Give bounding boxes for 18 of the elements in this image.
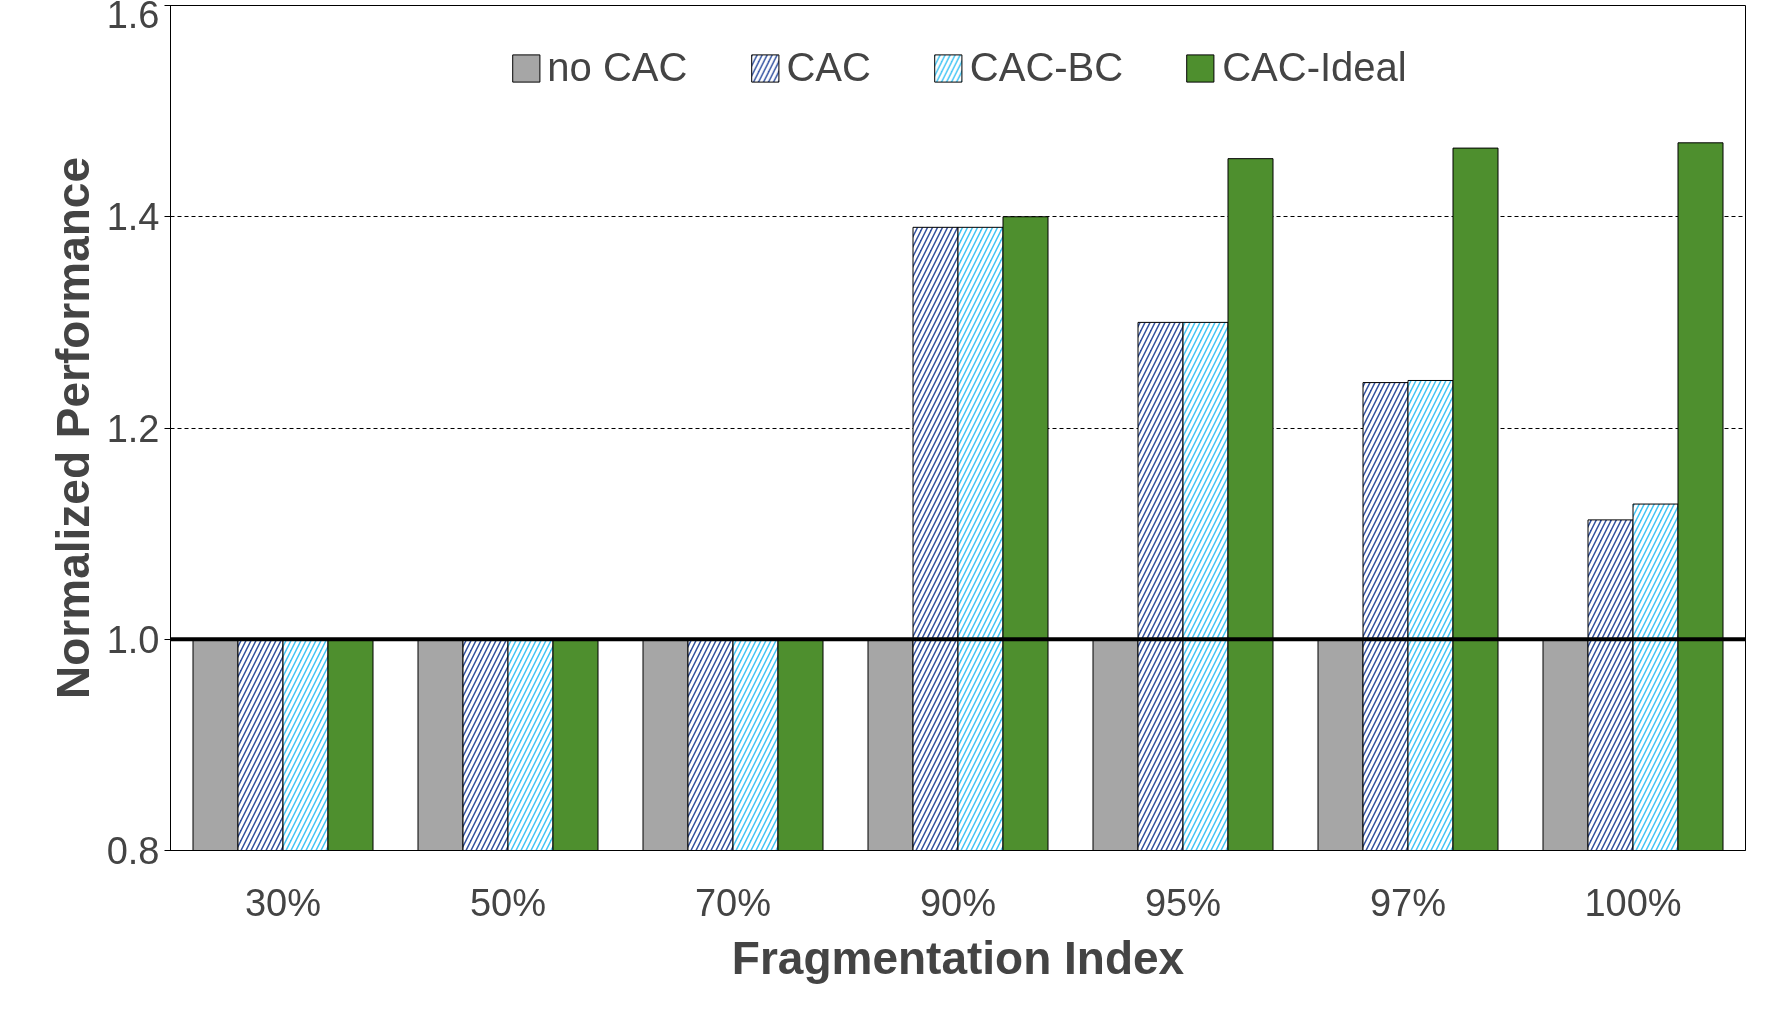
y-tick-label: 0.8: [106, 830, 160, 872]
y-tick-label: 1.6: [106, 0, 160, 36]
y-axis-title: Normalized Performance: [46, 157, 99, 699]
legend-label: CAC-BC: [969, 45, 1124, 90]
x-tick-label: 97%: [1369, 881, 1447, 924]
x-tick-label: 70%: [694, 881, 772, 924]
x-tick-label: 95%: [1144, 881, 1222, 924]
x-tick-label: 30%: [244, 881, 322, 924]
x-tick-label: 50%: [469, 881, 547, 924]
x-tick-label: 100%: [1584, 881, 1682, 924]
x-tick-label: 90%: [919, 881, 997, 924]
legend-label: CAC-Ideal: [1222, 45, 1407, 90]
legend-label: no CAC: [547, 45, 688, 90]
y-tick-label: 1.2: [106, 407, 160, 450]
x-axis-title: Fragmentation Index: [731, 931, 1185, 984]
y-tick-label: 1.0: [106, 618, 160, 661]
y-tick-label: 1.4: [106, 196, 160, 239]
legend-label: CAC: [786, 45, 871, 90]
